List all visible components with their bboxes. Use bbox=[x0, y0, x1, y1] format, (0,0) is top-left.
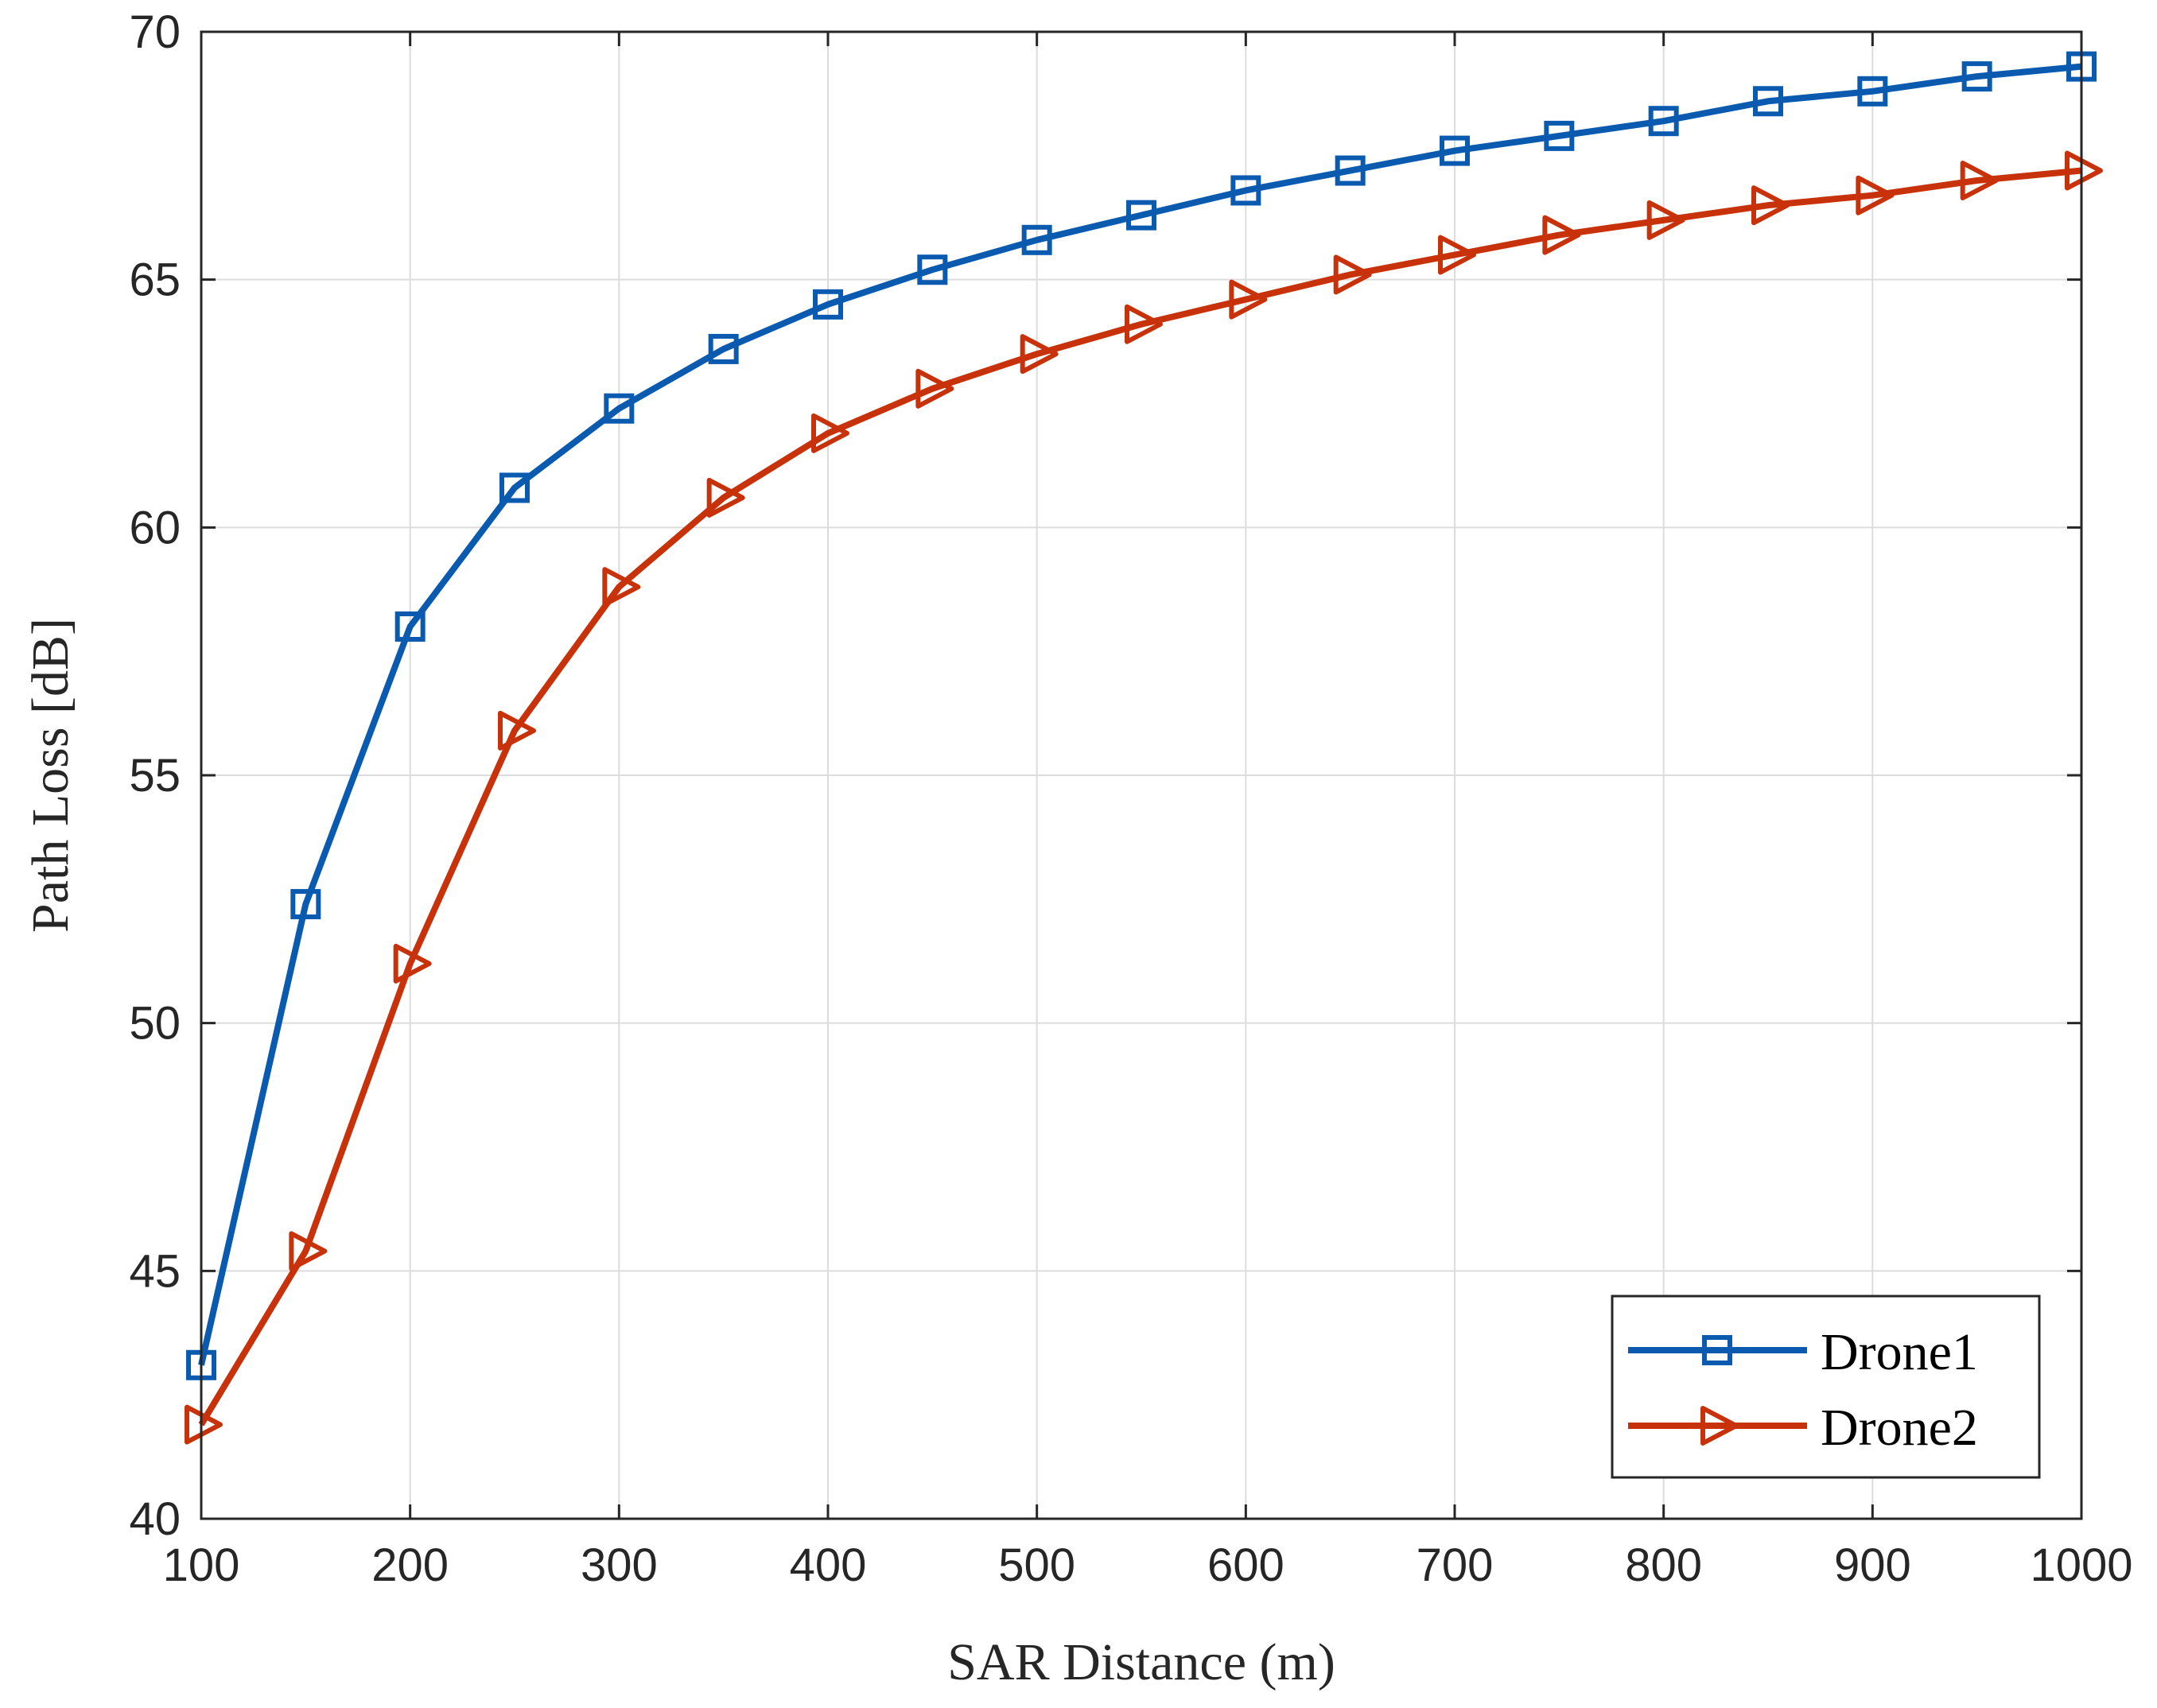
data-point-drone2 bbox=[185, 1404, 223, 1445]
ticks: 100 200 300 400 500 600 700 800 900 1000 40 45 50 55 6… bbox=[129, 6, 2132, 1591]
series-drone1 bbox=[186, 51, 2097, 1380]
data-point-drone2 bbox=[1438, 235, 1476, 275]
data-point-drone1 bbox=[1021, 224, 1052, 255]
data-point-drone2 bbox=[1751, 185, 1790, 226]
y-tick-label: 65 bbox=[129, 254, 181, 306]
data-point-drone1 bbox=[1961, 61, 1992, 92]
data-point-drone1 bbox=[1648, 106, 1679, 137]
x-tick-label: 800 bbox=[1625, 1539, 1702, 1591]
data-point-drone2 bbox=[1960, 161, 1999, 200]
legend: Drone1 Drone2 bbox=[1611, 1295, 2041, 1479]
data-point-drone2 bbox=[811, 413, 849, 453]
series-line-drone2 bbox=[198, 167, 2082, 1427]
x-tick-label: 900 bbox=[1834, 1539, 1911, 1591]
legend-label-drone2: Drone2 bbox=[1821, 1399, 1978, 1457]
data-point-drone2 bbox=[1856, 175, 1895, 215]
data-point-drone2 bbox=[498, 710, 536, 751]
legend-marker-drone1 bbox=[1702, 1335, 1732, 1365]
data-point-drone1 bbox=[1544, 120, 1575, 151]
data-point-drone1 bbox=[1230, 175, 1261, 206]
data-point-drone2 bbox=[1125, 304, 1163, 344]
x-tick-label: 100 bbox=[163, 1539, 240, 1591]
data-point-drone2 bbox=[1020, 334, 1059, 375]
data-point-drone1 bbox=[499, 472, 530, 503]
series-drone2 bbox=[185, 150, 2103, 1445]
data-point-drone1 bbox=[1126, 200, 1156, 231]
y-tick-label: 70 bbox=[129, 6, 181, 58]
legend-marker-drone2 bbox=[1700, 1406, 1739, 1446]
data-point-drone2 bbox=[393, 943, 432, 984]
y-tick-label: 45 bbox=[129, 1245, 181, 1297]
data-point-drone1 bbox=[1440, 135, 1470, 166]
data-point-drone2 bbox=[1229, 279, 1268, 320]
x-axis-title: SAR Distance (m) bbox=[947, 1633, 1335, 1691]
series-layer bbox=[185, 51, 2103, 1445]
data-point-drone2 bbox=[602, 567, 641, 608]
y-tick-label: 60 bbox=[129, 502, 181, 553]
data-point-drone2 bbox=[915, 368, 954, 409]
data-point-drone2 bbox=[1542, 215, 1581, 255]
x-tick-label: 400 bbox=[790, 1539, 867, 1591]
data-point-drone1 bbox=[708, 333, 739, 364]
x-tick-label: 500 bbox=[998, 1539, 1075, 1591]
data-point-drone2 bbox=[2065, 150, 2103, 191]
data-point-drone2 bbox=[1646, 200, 1685, 240]
y-tick-label: 50 bbox=[129, 998, 181, 1050]
y-tick-label: 40 bbox=[129, 1493, 181, 1545]
data-point-drone1 bbox=[290, 889, 321, 920]
legend-box bbox=[1611, 1295, 2041, 1479]
y-axis-title: Path Loss [dB] bbox=[21, 618, 80, 933]
x-tick-label: 700 bbox=[1417, 1539, 1494, 1591]
data-point-drone1 bbox=[394, 611, 426, 642]
data-point-drone1 bbox=[1753, 86, 1783, 117]
data-point-drone2 bbox=[706, 477, 745, 518]
y-tick-label: 55 bbox=[129, 750, 181, 802]
x-tick-label: 1000 bbox=[2030, 1539, 2132, 1591]
legend-label-drone1: Drone1 bbox=[1821, 1323, 1978, 1381]
x-tick-label: 600 bbox=[1207, 1539, 1284, 1591]
data-point-drone1 bbox=[1335, 155, 1366, 186]
x-tick-label: 300 bbox=[581, 1539, 658, 1591]
series-line-drone1 bbox=[198, 63, 2082, 1366]
data-point-drone1 bbox=[604, 393, 635, 424]
data-point-drone1 bbox=[813, 289, 843, 320]
data-point-drone2 bbox=[289, 1231, 328, 1271]
x-tick-label: 200 bbox=[371, 1539, 449, 1591]
data-point-drone2 bbox=[1333, 254, 1372, 295]
data-point-drone1 bbox=[917, 254, 948, 285]
data-point-drone1 bbox=[1857, 76, 1888, 107]
